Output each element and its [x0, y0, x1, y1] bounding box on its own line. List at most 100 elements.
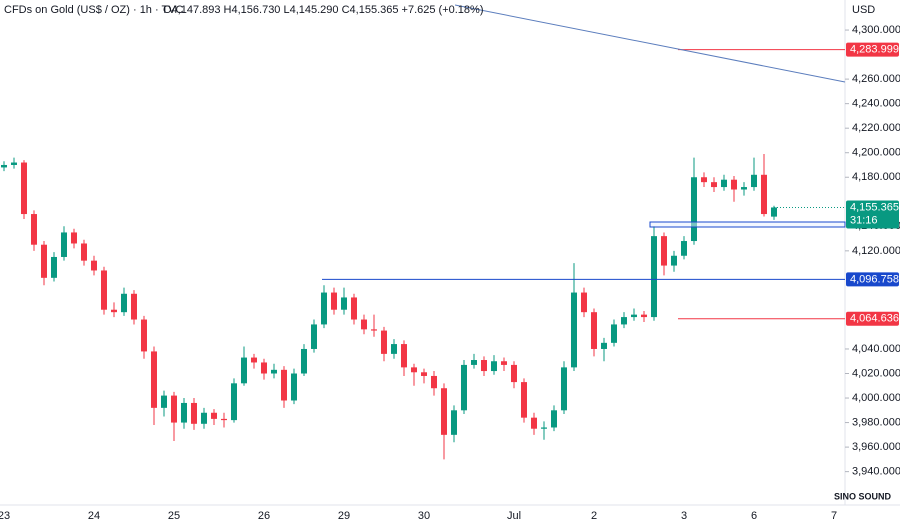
- y-tick-label: 4,200.000: [852, 147, 900, 159]
- candle-body: [561, 367, 567, 411]
- axis: 4,300.000 4,260.000 4,240.000 4,220.000 4,20…: [0, 24, 900, 522]
- x-tick-label: 24: [88, 510, 100, 522]
- candle-body: [181, 402, 187, 423]
- candle-body: [351, 297, 357, 320]
- x-tick-label: 23: [0, 510, 10, 522]
- candle-body: [451, 410, 457, 435]
- candle-body: [111, 309, 117, 313]
- y-tick-label: 3,960.000: [852, 441, 900, 453]
- y-tick-label: 4,220.000: [852, 122, 900, 134]
- candle-body: [691, 177, 697, 242]
- candle-body: [701, 177, 707, 183]
- candle-body: [591, 312, 597, 349]
- x-tick-label: 25: [168, 510, 180, 522]
- candle-body: [661, 236, 667, 266]
- candle-body: [411, 367, 417, 373]
- candle-body: [201, 412, 207, 424]
- x-tick-label: Jul: [507, 510, 521, 522]
- plot: [1, 49, 845, 460]
- candle-body: [251, 357, 257, 363]
- candle-body: [11, 162, 17, 165]
- level-tag: [846, 311, 899, 326]
- candle-body: [421, 372, 427, 376]
- candle-body: [641, 314, 647, 318]
- level-label: 4,064.636: [850, 313, 899, 325]
- candle-body: [301, 348, 307, 374]
- candle-body: [51, 256, 57, 278]
- x-tick-label: 2: [591, 510, 597, 522]
- candle-body: [481, 360, 487, 372]
- candle-body: [521, 382, 527, 418]
- trend-line: [454, 4, 846, 83]
- header-bg: [0, 0, 455, 18]
- candle-body: [221, 418, 227, 421]
- y-tick-label: 4,240.000: [852, 98, 900, 110]
- candle-body: [391, 344, 397, 354]
- candle-body: [71, 232, 77, 244]
- candle-body: [531, 417, 537, 429]
- candle-body: [21, 162, 27, 215]
- y-tick-label: 3,940.000: [852, 466, 900, 478]
- level-tag: [846, 42, 899, 57]
- candle-body: [731, 179, 737, 190]
- candle-body: [551, 410, 557, 428]
- candle-body: [491, 361, 497, 372]
- candle-body: [381, 330, 387, 354]
- candle-body: [271, 369, 277, 374]
- level-tag: [846, 272, 899, 287]
- candle-body: [41, 244, 47, 278]
- y-tick-label: 4,120.000: [852, 245, 900, 257]
- candle-body: [121, 293, 127, 313]
- watermark: SINO SOUND: [834, 491, 892, 501]
- candle-body: [131, 293, 137, 320]
- candle-body: [571, 292, 577, 368]
- candle-body: [211, 412, 217, 419]
- x-tick-label: 26: [258, 510, 270, 522]
- candle-body: [501, 361, 507, 365]
- candle-body: [31, 214, 37, 245]
- candle-body: [681, 241, 687, 256]
- candle-body: [291, 373, 297, 401]
- y-tick-label: 3,980.000: [852, 416, 900, 428]
- candle-body: [541, 427, 547, 429]
- x-tick-label: 7: [831, 510, 837, 522]
- ohlc: O4,147.893 H4,156.730 L4,145.290 C4,155.…: [163, 4, 483, 16]
- candle-body: [651, 236, 657, 318]
- candle-body: [471, 360, 477, 365]
- candle-body: [171, 395, 177, 423]
- candle-body: [151, 351, 157, 408]
- x-tick-label: 30: [418, 510, 430, 522]
- candle-body: [341, 297, 347, 310]
- zone-box: [649, 221, 846, 228]
- candle-body: [581, 292, 587, 313]
- x-tick-label: 3: [681, 510, 687, 522]
- candle-body: [371, 329, 377, 331]
- candle-body: [231, 383, 237, 421]
- candle-body: [161, 395, 167, 408]
- y-tick-label: 4,260.000: [852, 73, 900, 85]
- candle-body: [81, 243, 87, 261]
- candle-body: [191, 402, 197, 424]
- candle-body: [601, 342, 607, 349]
- candle-body: [331, 292, 337, 310]
- candle-body: [761, 174, 767, 215]
- candle-body: [711, 182, 717, 188]
- candle-body: [261, 362, 267, 374]
- level-label: 4,283.999: [850, 44, 899, 56]
- candle-body: [91, 260, 97, 271]
- last-price-tag: [846, 200, 899, 229]
- candle-body: [141, 319, 147, 352]
- y-tick-label: 4,020.000: [852, 367, 900, 379]
- candle-body: [61, 232, 67, 257]
- candle-body: [611, 324, 617, 343]
- candle-body: [361, 319, 367, 330]
- candle-body: [431, 375, 437, 389]
- y-tick-label: 4,300.000: [852, 24, 900, 36]
- candle-body: [671, 255, 677, 266]
- candle-body: [101, 270, 107, 310]
- y-tick-label: 4,040.000: [852, 343, 900, 355]
- candle-body: [631, 314, 637, 318]
- candle-body: [771, 207, 777, 217]
